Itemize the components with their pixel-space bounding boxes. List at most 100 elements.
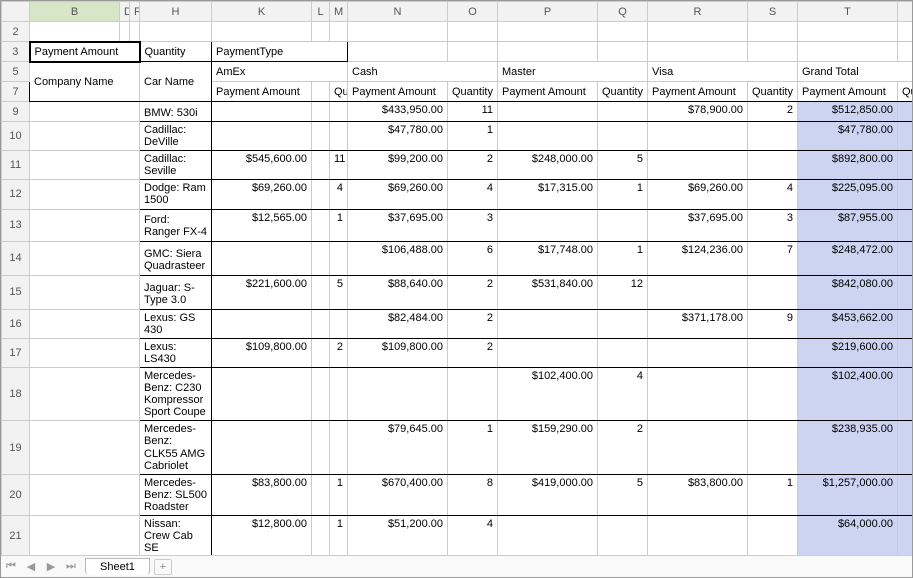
car-cell[interactable]: Dodge: Ram 1500 (140, 180, 212, 209)
cash-pa[interactable]: $99,200.00 (348, 151, 448, 180)
cell[interactable] (598, 22, 648, 42)
row-header-11[interactable]: 11 (2, 151, 30, 180)
visa-pa[interactable] (648, 515, 748, 555)
master-pa[interactable] (498, 122, 598, 151)
row-header-5[interactable]: 5 (2, 62, 30, 82)
col-header-corner[interactable] (2, 2, 30, 22)
cell[interactable] (312, 180, 330, 209)
master-pa[interactable]: $531,840.00 (498, 275, 598, 309)
gt-q[interactable]: 7 (898, 209, 913, 241)
hdr-master[interactable]: Master (498, 62, 648, 82)
master-q[interactable]: 5 (598, 474, 648, 515)
row-header-21[interactable]: 21 (2, 515, 30, 555)
gt-q[interactable]: 11 (898, 309, 913, 338)
gt-q[interactable]: 19 (898, 275, 913, 309)
cash-pa[interactable]: $51,200.00 (348, 515, 448, 555)
car-cell[interactable]: BMW: 530i (140, 102, 212, 122)
col-header-D[interactable]: D (120, 2, 130, 22)
hdr-pa-gt[interactable]: Payment Amount (798, 82, 898, 102)
company-cell[interactable] (30, 309, 140, 338)
car-cell[interactable]: Jaguar: S-Type 3.0 (140, 275, 212, 309)
master-pa[interactable]: $248,000.00 (498, 151, 598, 180)
cell[interactable] (130, 22, 140, 42)
cell[interactable] (330, 22, 348, 42)
cell[interactable] (312, 122, 330, 151)
amex-pa[interactable]: $69,260.00 (212, 180, 312, 209)
gt-q[interactable]: 18 (898, 151, 913, 180)
row-header-15[interactable]: 15 (2, 275, 30, 309)
cell[interactable] (748, 42, 798, 62)
master-pa[interactable] (498, 102, 598, 122)
sheet-tab[interactable]: Sheet1 (85, 558, 150, 575)
cell[interactable] (312, 241, 330, 275)
car-cell[interactable]: Lexus: GS 430 (140, 309, 212, 338)
visa-pa[interactable] (648, 151, 748, 180)
row-header-7[interactable]: 7 (2, 82, 30, 102)
visa-pa[interactable]: $78,900.00 (648, 102, 748, 122)
master-q[interactable]: 4 (598, 367, 648, 420)
company-cell[interactable] (30, 275, 140, 309)
master-q[interactable] (598, 515, 648, 555)
row-header-9[interactable]: 9 (2, 102, 30, 122)
master-q[interactable]: 1 (598, 241, 648, 275)
row-header-16[interactable]: 16 (2, 309, 30, 338)
row-header-10[interactable]: 10 (2, 122, 30, 151)
cell[interactable] (312, 474, 330, 515)
visa-pa[interactable]: $371,178.00 (648, 309, 748, 338)
prev-sheet-icon[interactable]: ◀ (22, 558, 40, 576)
amex-q[interactable] (330, 421, 348, 474)
row-header-20[interactable]: 20 (2, 474, 30, 515)
gt-q[interactable]: 5 (898, 515, 913, 555)
col-header-R[interactable]: R (648, 2, 748, 22)
amex-pa[interactable]: $12,565.00 (212, 209, 312, 241)
gt-pa[interactable]: $512,850.00 (798, 102, 898, 122)
gt-pa[interactable]: $87,955.00 (798, 209, 898, 241)
visa-q[interactable]: 4 (748, 180, 798, 209)
company-cell[interactable] (30, 421, 140, 474)
cash-pa[interactable]: $47,780.00 (348, 122, 448, 151)
visa-q[interactable] (748, 122, 798, 151)
master-pa[interactable] (498, 515, 598, 555)
master-pa[interactable]: $17,748.00 (498, 241, 598, 275)
cash-pa[interactable]: $69,260.00 (348, 180, 448, 209)
cash-q[interactable]: 2 (448, 338, 498, 367)
hdr-q-gt[interactable]: Quantity (898, 82, 913, 102)
company-cell[interactable] (30, 151, 140, 180)
gt-pa[interactable]: $1,257,000.00 (798, 474, 898, 515)
amex-q[interactable]: 5 (330, 275, 348, 309)
row-header-13[interactable]: 13 (2, 209, 30, 241)
row-header-3[interactable]: 3 (2, 42, 30, 62)
gt-q[interactable]: 4 (898, 367, 913, 420)
amex-pa[interactable]: $109,800.00 (212, 338, 312, 367)
add-sheet-button[interactable]: + (154, 559, 172, 575)
cell[interactable] (898, 22, 913, 42)
amex-pa[interactable] (212, 122, 312, 151)
cell[interactable] (120, 22, 130, 42)
car-cell[interactable]: Mercedes-Benz: CLK55 AMG Cabriolet (140, 421, 212, 474)
cell[interactable] (312, 367, 330, 420)
cell[interactable] (312, 338, 330, 367)
company-cell[interactable] (30, 515, 140, 555)
car-cell[interactable]: Mercedes-Benz: SL500 Roadster (140, 474, 212, 515)
amex-q[interactable]: 4 (330, 180, 348, 209)
master-pa[interactable]: $17,315.00 (498, 180, 598, 209)
master-q[interactable]: 2 (598, 421, 648, 474)
master-q[interactable] (598, 209, 648, 241)
hdr-visa[interactable]: Visa (648, 62, 798, 82)
col-header-B[interactable]: B (30, 2, 120, 22)
cell[interactable] (648, 42, 748, 62)
cell[interactable] (448, 42, 498, 62)
col-header-L[interactable]: L (312, 2, 330, 22)
cell[interactable] (312, 515, 330, 555)
cell[interactable] (898, 42, 913, 62)
amex-q[interactable] (330, 367, 348, 420)
cash-q[interactable]: 1 (448, 122, 498, 151)
cash-q[interactable]: 4 (448, 515, 498, 555)
cell[interactable] (798, 42, 898, 62)
col-header-N[interactable]: N (348, 2, 448, 22)
cell[interactable] (312, 151, 330, 180)
car-cell[interactable]: GMC: Siera Quadrasteer (140, 241, 212, 275)
visa-pa[interactable] (648, 275, 748, 309)
cash-pa[interactable]: $670,400.00 (348, 474, 448, 515)
row-header-19[interactable]: 19 (2, 421, 30, 474)
